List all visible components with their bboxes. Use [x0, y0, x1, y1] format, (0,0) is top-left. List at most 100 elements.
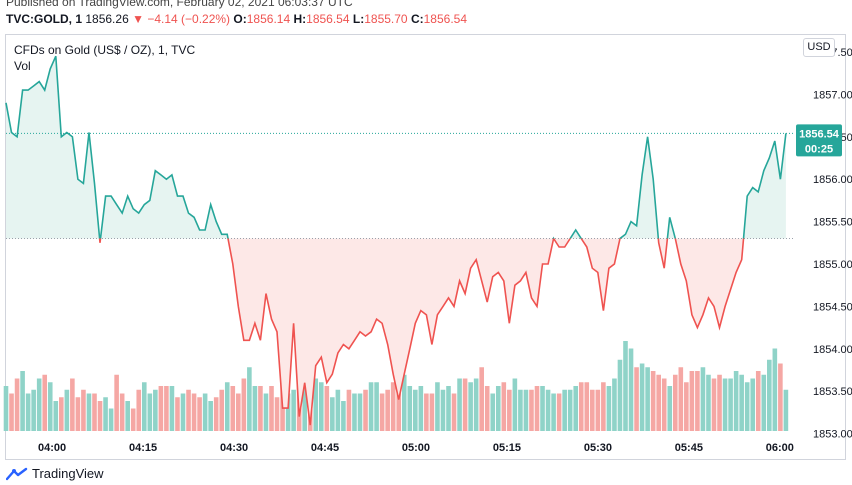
volume-bar: [70, 378, 75, 431]
volume-bar: [755, 371, 761, 431]
volume-bar: [81, 389, 86, 431]
volume-bar: [291, 389, 296, 431]
volume-bar: [374, 382, 379, 431]
volume-bar: [634, 367, 639, 431]
close-value: 1856.54: [423, 12, 468, 26]
volume-bar: [42, 374, 48, 431]
volume-bar: [169, 386, 175, 431]
volume-bar: [379, 393, 385, 431]
low-value: 1855.70: [364, 12, 408, 26]
volume-bar: [36, 378, 42, 431]
volume-bar: [507, 389, 512, 431]
y-tick-label: 1853.50: [813, 386, 852, 398]
volume-bar: [153, 389, 158, 431]
volume-bar: [97, 401, 103, 431]
x-tick-label: 05:15: [493, 442, 521, 454]
volume-bar: [224, 382, 230, 431]
volume-bar: [47, 382, 53, 431]
volume-bar: [59, 397, 64, 431]
volume-bar: [418, 386, 424, 431]
symbol-label: TVC:GOLD, 1: [6, 12, 83, 26]
volume-bar: [208, 401, 213, 431]
volume-bar: [612, 378, 617, 431]
price-line-down: [98, 238, 745, 426]
volume-bar: [197, 397, 202, 431]
price-marker-countdown: 00:25: [805, 143, 833, 155]
volume-bar: [578, 382, 584, 431]
currency-button[interactable]: USD: [803, 38, 835, 57]
y-tick-label: 1857.00: [813, 89, 852, 101]
volume-bar: [529, 389, 534, 431]
volume-bar: [385, 389, 390, 431]
x-tick-label: 06:00: [766, 442, 794, 454]
volume-bar: [783, 389, 789, 431]
volume-bar: [556, 393, 562, 431]
volume-bar: [429, 393, 435, 431]
volume-bar: [108, 408, 114, 431]
y-tick-label: 1856.00: [813, 174, 852, 186]
footer-brand[interactable]: TradingView: [6, 466, 104, 481]
volume-bar: [302, 382, 307, 431]
volume-bar: [717, 374, 722, 431]
volume-bar: [473, 378, 479, 431]
price-line-up: [5, 55, 787, 239]
volume-bar: [213, 397, 219, 431]
volume-bar: [263, 393, 269, 431]
volume-bar: [180, 393, 186, 431]
volume-bar: [684, 382, 689, 431]
volume-bar: [335, 389, 341, 431]
volume-bar: [252, 386, 258, 431]
volume-bar: [518, 389, 523, 431]
volume-bar: [639, 363, 645, 431]
volume-bar: [656, 374, 661, 431]
volume-bar: [778, 363, 783, 431]
x-tick-label: 04:30: [220, 442, 248, 454]
ohlc-legend: TVC:GOLD, 1 1856.26 ▼ −4.14 (−0.22%) O:1…: [6, 12, 467, 26]
volume-bar: [567, 389, 573, 431]
change-arrow-icon: ▼: [132, 12, 144, 26]
open-label: O:: [233, 12, 247, 26]
volume-bar: [175, 397, 180, 431]
volume-bar: [75, 397, 81, 431]
volume-bar: [628, 348, 634, 431]
volume-bar: [733, 371, 739, 431]
y-tick-label: 1854.00: [813, 344, 852, 356]
volume-bar: [285, 393, 291, 431]
low-label: L:: [352, 12, 365, 26]
volume-bar: [424, 393, 429, 431]
volume-bar: [390, 382, 396, 431]
volume-bar: [623, 341, 628, 431]
volume-bar: [689, 371, 695, 431]
volume-bar: [617, 359, 623, 431]
volume-bar: [357, 393, 363, 431]
volume-bar: [103, 397, 108, 431]
volume-bar: [767, 359, 772, 431]
volume-bar: [523, 389, 529, 431]
volume-bar: [114, 374, 119, 431]
volume-bar: [186, 389, 191, 431]
volume-bar: [241, 378, 247, 431]
change-value: −4.14 (−0.22%): [147, 12, 231, 26]
volume-bar: [158, 386, 164, 431]
x-tick-label: 04:00: [38, 442, 66, 454]
volume-bar: [695, 371, 700, 431]
volume-bar: [772, 348, 778, 431]
volume-bar: [490, 393, 496, 431]
volume-bar: [584, 382, 590, 431]
high-value: 1856.54: [306, 12, 350, 26]
volume-bar: [202, 393, 208, 431]
volume-bar: [14, 378, 20, 431]
volume-bar: [64, 389, 70, 431]
volume-bar: [451, 393, 457, 431]
open-value: 1856.14: [246, 12, 291, 26]
volume-bar: [573, 386, 579, 431]
volume-bar: [164, 386, 169, 431]
volume-bar: [501, 382, 507, 431]
pane-title: CFDs on Gold (US$ / OZ), 1, TVC: [14, 43, 196, 57]
volume-bar: [667, 386, 673, 431]
volume-bar: [352, 393, 357, 431]
volume-bar: [141, 382, 147, 431]
volume-bar: [53, 401, 59, 431]
brand-name: TradingView: [32, 466, 104, 481]
